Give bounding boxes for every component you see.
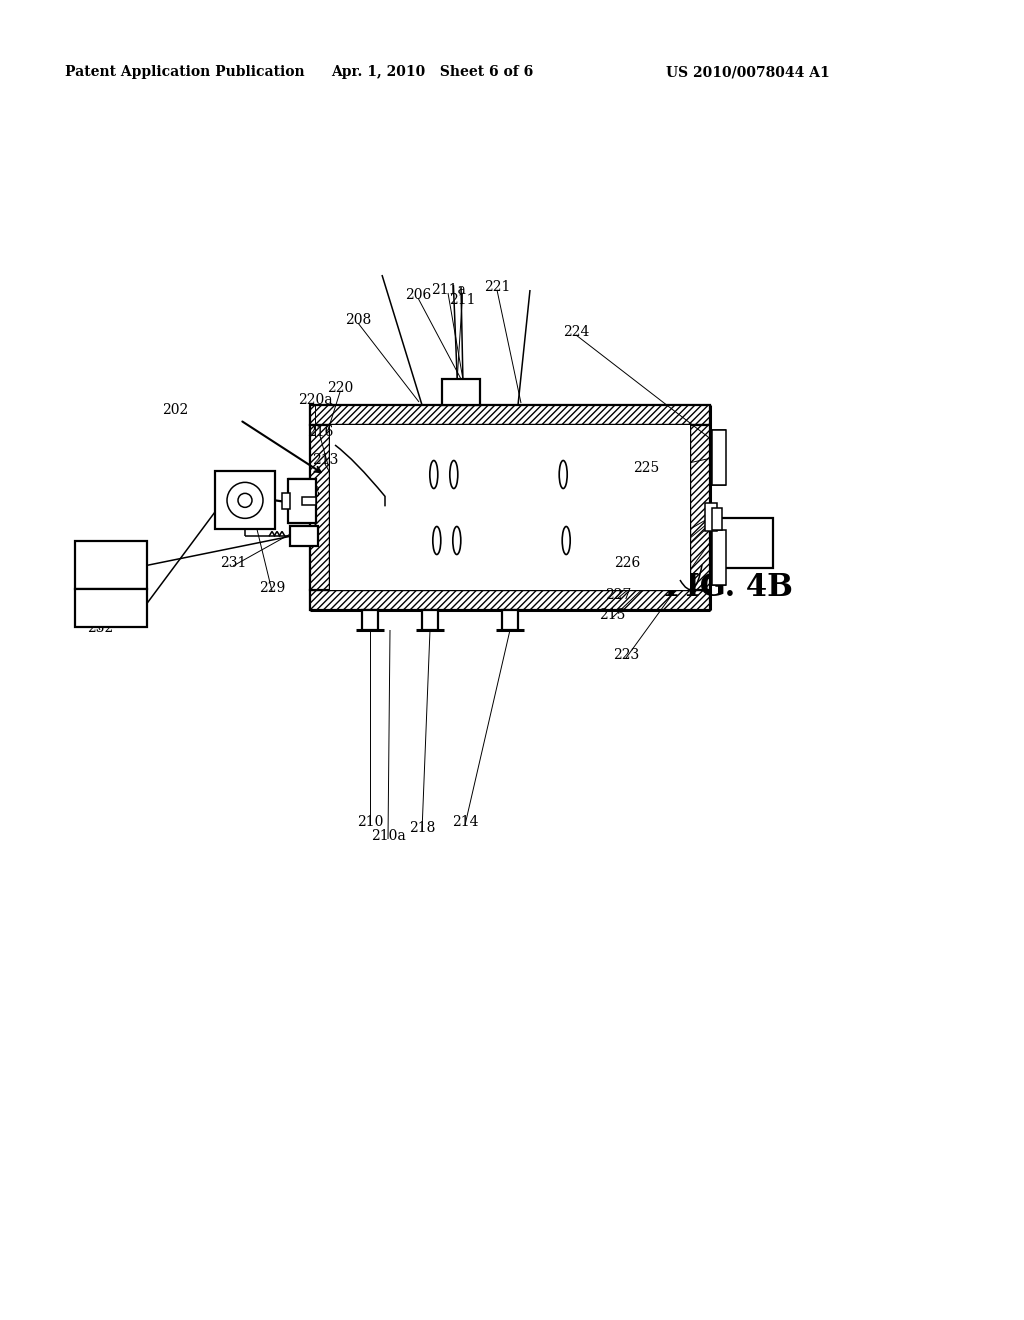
Text: 218: 218 bbox=[409, 821, 435, 836]
Text: 216: 216 bbox=[307, 425, 333, 440]
Bar bbox=[288, 479, 316, 523]
Text: 227: 227 bbox=[605, 587, 631, 602]
Text: 231: 231 bbox=[220, 556, 246, 570]
Text: 221: 221 bbox=[483, 280, 510, 294]
Bar bbox=[705, 503, 717, 532]
Bar bbox=[75, 589, 147, 627]
Text: 220a: 220a bbox=[298, 393, 333, 407]
Text: 213: 213 bbox=[312, 453, 338, 467]
Text: 208: 208 bbox=[345, 313, 371, 327]
Bar bbox=[422, 610, 438, 630]
Ellipse shape bbox=[227, 482, 263, 519]
Ellipse shape bbox=[450, 461, 458, 488]
Bar bbox=[712, 531, 726, 585]
Text: FIG. 4B: FIG. 4B bbox=[664, 573, 793, 603]
Bar bbox=[215, 471, 275, 529]
Bar bbox=[290, 527, 318, 546]
Text: 220: 220 bbox=[327, 381, 353, 395]
Text: Apr. 1, 2010   Sheet 6 of 6: Apr. 1, 2010 Sheet 6 of 6 bbox=[331, 65, 534, 79]
Text: 202: 202 bbox=[162, 403, 188, 417]
Text: 206: 206 bbox=[404, 288, 431, 302]
Ellipse shape bbox=[559, 461, 567, 488]
Bar bbox=[310, 590, 710, 610]
Text: 210: 210 bbox=[356, 814, 383, 829]
Text: 214: 214 bbox=[452, 814, 478, 829]
Bar bbox=[310, 425, 330, 590]
Text: 224: 224 bbox=[563, 325, 589, 339]
Text: 229: 229 bbox=[259, 581, 285, 595]
Bar bbox=[712, 430, 726, 484]
Bar bbox=[330, 425, 690, 590]
Text: 215: 215 bbox=[599, 609, 626, 622]
Bar bbox=[302, 498, 316, 506]
Bar bbox=[713, 517, 773, 568]
Text: 223: 223 bbox=[613, 648, 639, 663]
Bar bbox=[712, 507, 722, 529]
Text: Patent Application Publication: Patent Application Publication bbox=[66, 65, 305, 79]
Text: 228: 228 bbox=[294, 486, 321, 500]
Bar bbox=[75, 541, 147, 589]
Text: 211: 211 bbox=[449, 293, 475, 308]
Text: 225: 225 bbox=[633, 461, 659, 475]
Bar bbox=[362, 610, 378, 630]
Ellipse shape bbox=[430, 461, 438, 488]
Bar bbox=[502, 610, 518, 630]
Text: US 2010/0078044 A1: US 2010/0078044 A1 bbox=[667, 65, 829, 79]
Bar bbox=[282, 494, 290, 510]
Bar bbox=[442, 379, 480, 405]
Ellipse shape bbox=[238, 494, 252, 507]
Text: 226: 226 bbox=[613, 556, 640, 570]
Text: 210a: 210a bbox=[371, 829, 406, 843]
Text: 211a: 211a bbox=[430, 282, 466, 297]
Bar bbox=[690, 425, 710, 590]
Ellipse shape bbox=[433, 527, 440, 554]
Ellipse shape bbox=[453, 527, 461, 554]
Text: 232: 232 bbox=[87, 620, 113, 635]
Bar bbox=[310, 405, 710, 425]
Ellipse shape bbox=[562, 527, 570, 554]
